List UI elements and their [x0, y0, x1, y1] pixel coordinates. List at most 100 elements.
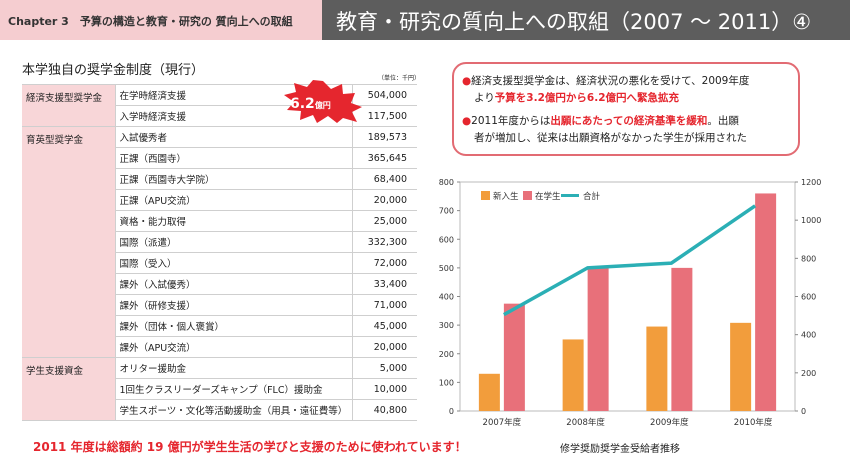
category-cell: 学生支援資金	[22, 357, 116, 421]
amount-cell: 72,000	[352, 252, 417, 274]
x-tick-label: 2007年度	[483, 417, 522, 428]
legend-swatch	[523, 191, 532, 200]
table-row: 国際（受入） 72,000	[22, 252, 417, 274]
y-right-tick-label: 200	[801, 369, 816, 378]
footer-message: 2011 年度は総額約 19 億円が学生生活の学びと支援のために使われています！	[33, 440, 467, 454]
bar-new	[562, 339, 584, 411]
badge-unit: 億円	[314, 101, 331, 110]
table-row: 正課（APU交流） 20,000	[22, 189, 417, 211]
bar-new	[478, 373, 500, 411]
item-cell: 課外（APU交流）	[115, 336, 353, 358]
amount-cell: 20,000	[352, 336, 417, 358]
bullet-icon: ●	[462, 75, 472, 87]
amount-cell: 45,000	[352, 315, 417, 337]
y-right-tick-label: 600	[801, 293, 816, 302]
table-row: 学生支援資金 オリター援助金 5,000	[22, 357, 417, 421]
badge-label: 6.2億円	[290, 96, 331, 112]
table-row: 資格・能力取得 25,000	[22, 210, 417, 232]
legend-label: 合計	[583, 191, 601, 202]
table-row: 正課（西園寺大学院） 68,400	[22, 168, 417, 190]
y-right-tick-label: 1200	[801, 178, 821, 187]
amount-cell: 365,645	[352, 147, 417, 169]
note-line-1: ●経済支援型奨学金は、経済状況の悪化を受けて、2009年度	[462, 75, 750, 87]
item-cell: 課外（入試優秀）	[115, 273, 353, 295]
y-left-tick-label: 100	[439, 378, 454, 387]
item-cell: 国際（受入）	[115, 252, 353, 274]
y-left-tick-label: 600	[439, 235, 454, 244]
item-cell: 課外（団体・個人褒賞）	[115, 315, 353, 337]
recipients-chart: 0 100 200 300 400 500 600 700 800 0 200 400 600 800 10…	[439, 178, 822, 428]
unit-label: （単位：千円）	[378, 75, 421, 82]
y-right-tick-label: 1000	[801, 216, 821, 225]
bar-current	[671, 267, 693, 411]
y-left-tick-label: 500	[439, 264, 454, 273]
table-title: 本学独自の奨学金制度（現行）	[22, 63, 205, 78]
budget-badge-icon	[284, 80, 362, 123]
chapter-title: Chapter 3 予算の構造と教育・研究の 質向上への取組	[8, 15, 293, 28]
table-row: 正課（西園寺） 365,645	[22, 147, 417, 169]
scholarship-table: 経済支援型奨学金 在学時経済支援 504,000 入学時経済支援 117,500 育英型奨…	[22, 84, 417, 421]
item-cell: 1回生クラスリーダーズキャンプ（FLC）援助金	[115, 378, 353, 400]
amount-cell: 40,800	[352, 399, 417, 421]
table-row: 学生スポーツ・文化等活動援助金（用具・遠征費等） 40,800	[22, 399, 417, 421]
item-cell: 課外（研修支援）	[115, 294, 353, 316]
table-row: 1回生クラスリーダーズキャンプ（FLC）援助金 10,000	[22, 378, 417, 400]
y-left-tick-label: 800	[439, 178, 454, 187]
amount-cell: 33,400	[352, 273, 417, 295]
y-left-tick-label: 700	[439, 207, 454, 216]
item-cell: オリター援助金	[115, 357, 353, 379]
bar-new	[730, 322, 752, 411]
page-header: 教育・研究の質向上への取組（2007 〜 2011）④	[322, 0, 850, 40]
amount-cell: 10,000	[352, 378, 417, 400]
item-cell: 入試優秀者	[115, 126, 353, 148]
chart-caption: 修学奨励奨学金受給者推移	[560, 444, 680, 455]
item-cell: 国際（派遣）	[115, 231, 353, 253]
note-line-2: より予算を3.2億円から6.2億円へ緊急拡充	[474, 92, 679, 104]
bullet-icon: ●	[462, 115, 472, 127]
bar-current	[503, 303, 525, 411]
amount-cell: 25,000	[352, 210, 417, 232]
amount-cell: 71,000	[352, 294, 417, 316]
item-cell: 正課（西園寺）	[115, 147, 353, 169]
note-box: ●経済支援型奨学金は、経済状況の悪化を受けて、2009年度 より予算を3.2億円…	[452, 62, 800, 156]
chapter-header: Chapter 3 予算の構造と教育・研究の 質向上への取組	[0, 0, 322, 40]
highlight-text: 出願にあたっての経済基準を緩和	[550, 115, 708, 127]
amount-cell: 332,300	[352, 231, 417, 253]
amount-cell: 117,500	[352, 105, 417, 127]
note-line-4: 者が増加し、従来は出願資格がなかった学生が採用された	[474, 132, 747, 144]
y-left-tick-label: 300	[439, 321, 454, 330]
highlight-text: 予算を3.2億円から6.2億円へ緊急拡充	[494, 92, 679, 104]
page-title: 教育・研究の質向上への取組（2007 〜 2011）④	[336, 10, 812, 34]
bar-current	[755, 193, 777, 411]
bar-current	[587, 267, 609, 411]
item-cell: 正課（APU交流）	[115, 189, 353, 211]
amount-cell: 189,573	[352, 126, 417, 148]
table-row: 課外（APU交流） 20,000	[22, 336, 417, 358]
amount-cell: 68,400	[352, 168, 417, 190]
table-row: 育英型奨学金 入試優秀者 189,573	[22, 126, 417, 358]
y-left-tick-label: 0	[449, 407, 454, 416]
category-cell: 経済支援型奨学金	[22, 84, 116, 127]
category-cell: 育英型奨学金	[22, 126, 116, 358]
item-cell: 資格・能力取得	[115, 210, 353, 232]
x-tick-label: 2008年度	[566, 417, 605, 428]
item-cell: 正課（西園寺大学院）	[115, 168, 353, 190]
note-line-3: ●2011年度からは出願にあたっての経済基準を緩和。出願	[462, 115, 739, 127]
y-left-tick-label: 400	[439, 293, 454, 302]
x-tick-label: 2010年度	[734, 417, 773, 428]
legend-box	[475, 187, 617, 204]
y-right-tick-label: 0	[801, 407, 806, 416]
table-row: 課外（研修支援） 71,000	[22, 294, 417, 316]
y-right-tick-label: 800	[801, 254, 816, 263]
table-row: 課外（入試優秀） 33,400	[22, 273, 417, 295]
y-left-tick-label: 200	[439, 350, 454, 359]
series-line-total	[503, 204, 757, 317]
item-cell: 学生スポーツ・文化等活動援助金（用具・遠征費等）	[115, 399, 353, 421]
table-row: 入学時経済支援 117,500	[22, 105, 417, 127]
legend-label: 在学生	[535, 191, 561, 202]
legend-label: 新入生	[493, 191, 519, 202]
bar-new	[646, 326, 668, 411]
amount-cell: 504,000	[352, 84, 417, 106]
table-row: 課外（団体・個人褒賞） 45,000	[22, 315, 417, 337]
table-row: 国際（派遣） 332,300	[22, 231, 417, 253]
